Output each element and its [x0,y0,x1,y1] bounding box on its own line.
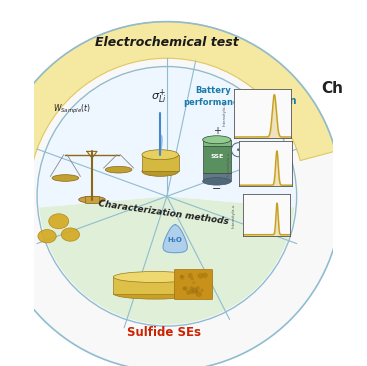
Text: $\mathit{W}_{\mathit{Sample}}(t)$: $\mathit{W}_{\mathit{Sample}}(t)$ [53,103,91,116]
Circle shape [190,290,194,294]
Circle shape [202,272,208,278]
Circle shape [183,286,188,291]
Circle shape [193,281,195,284]
FancyBboxPatch shape [203,173,231,181]
Circle shape [195,290,197,292]
Circle shape [189,286,194,291]
Text: H₂O: H₂O [168,238,183,243]
Text: SSE: SSE [210,154,224,159]
Ellipse shape [203,178,231,185]
Text: Electrochemical test: Electrochemical test [95,36,239,49]
Circle shape [196,286,200,290]
Wedge shape [0,22,335,161]
FancyBboxPatch shape [203,146,231,173]
Text: Intensity/a.u.: Intensity/a.u. [227,151,231,176]
Circle shape [186,290,191,295]
Text: Intensity/a.u.: Intensity/a.u. [222,101,226,126]
Ellipse shape [203,136,231,144]
Text: Sulfide SEs: Sulfide SEs [127,326,200,339]
Ellipse shape [113,288,197,299]
Ellipse shape [79,196,105,203]
Text: Characterization methods: Characterization methods [98,199,229,227]
Circle shape [195,290,197,293]
Text: Intensity/a.u.: Intensity/a.u. [232,202,236,228]
Ellipse shape [113,272,197,283]
Ellipse shape [142,167,178,176]
Ellipse shape [52,175,79,181]
Wedge shape [39,196,294,324]
Circle shape [188,273,193,278]
Text: Battery
performance: Battery performance [183,86,244,107]
Circle shape [192,288,198,294]
Text: Wavenumber  cm⁻¹: Wavenumber cm⁻¹ [244,144,282,148]
Ellipse shape [105,167,132,173]
Text: Raman: Raman [259,97,297,107]
Text: Ch: Ch [321,81,344,96]
Ellipse shape [61,228,80,241]
Polygon shape [163,225,187,253]
Wedge shape [39,68,295,208]
Circle shape [180,275,185,280]
Bar [142,155,178,171]
Circle shape [200,289,204,292]
FancyBboxPatch shape [174,269,212,299]
Ellipse shape [142,150,178,160]
Circle shape [180,275,183,278]
Circle shape [196,291,202,297]
FancyBboxPatch shape [203,140,231,146]
Circle shape [197,273,203,279]
Ellipse shape [38,229,56,243]
Circle shape [191,277,194,280]
Circle shape [182,287,186,291]
Circle shape [237,148,240,151]
Polygon shape [160,125,162,155]
Bar [113,277,197,294]
Text: $\sigma_{Li}^{+}$: $\sigma_{Li}^{+}$ [151,87,166,106]
Bar [86,196,99,203]
Text: −: − [212,184,221,194]
Circle shape [0,22,342,366]
Ellipse shape [49,214,69,229]
Text: +: + [213,126,221,135]
